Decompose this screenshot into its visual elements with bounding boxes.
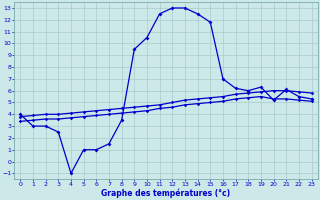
X-axis label: Graphe des températures (°c): Graphe des températures (°c) — [101, 188, 230, 198]
